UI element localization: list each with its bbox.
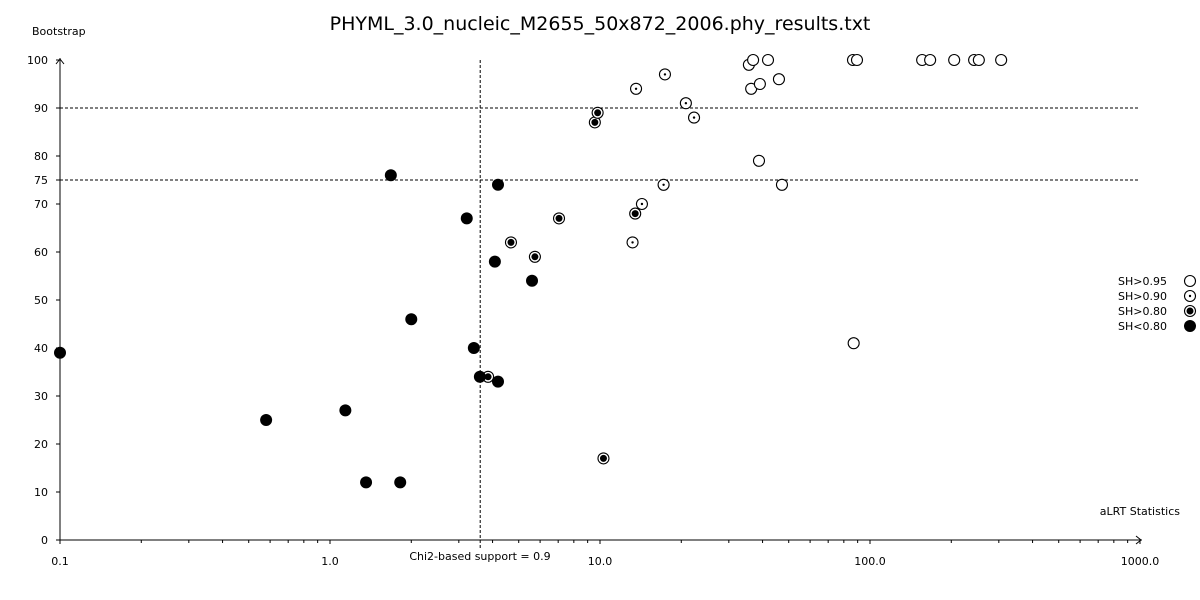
legend-marker-ringed-center: [1186, 307, 1194, 315]
y-tick-label: 40: [34, 342, 48, 355]
y-tick-label: 80: [34, 150, 48, 163]
data-point-open: [753, 77, 766, 91]
data-point-open: [747, 53, 760, 67]
data-point-ringed-center: [531, 253, 539, 261]
data-point-open: [847, 337, 860, 350]
data-point-filled: [473, 370, 486, 383]
legend: SH>0.95 SH>0.90 SH>0.80 SH<0.80: [1118, 274, 1197, 333]
data-point-open: [752, 154, 766, 167]
y-axis-label: Bootstrap: [32, 25, 86, 38]
x-tick-label: 10.0: [588, 555, 613, 568]
y-tick-label: 30: [34, 390, 48, 403]
data-point-filled: [405, 313, 418, 326]
y-tick-label: 50: [34, 294, 48, 307]
data-point-dot-center: [640, 202, 644, 206]
data-points: [54, 53, 1008, 489]
data-point-filled: [394, 476, 407, 489]
data-point-filled: [488, 255, 501, 268]
legend-marker-filled: [1184, 320, 1196, 332]
y-tick-label: 60: [34, 246, 48, 259]
data-point-open: [995, 53, 1008, 67]
axes: 0.1 1.0 10.0 100.0 1000.0 0 10 20 30 40 50 60 70 75 80…: [27, 54, 1159, 568]
x-tick-label: 1.0: [321, 555, 339, 568]
data-point-filled: [360, 476, 373, 489]
data-point-filled: [54, 346, 66, 359]
data-point-dot-center: [684, 102, 688, 105]
data-point-ringed-center: [631, 210, 639, 218]
legend-marker-open: [1183, 274, 1197, 288]
data-point-ringed-center: [484, 373, 492, 381]
y-tick-label: 75: [34, 174, 48, 187]
data-point-open: [850, 53, 864, 67]
y-tick-label: 10: [34, 486, 48, 499]
legend-marker-dot-center: [1188, 294, 1192, 298]
data-point-open: [972, 53, 985, 67]
data-point-open: [948, 53, 961, 67]
y-tick-label: 70: [34, 198, 48, 211]
data-point-filled: [491, 178, 504, 191]
reference-lines: [60, 60, 1140, 548]
data-point-filled: [260, 414, 273, 426]
data-point-ringed-center: [507, 238, 515, 246]
data-point-ringed-center: [591, 118, 599, 126]
data-point-ringed-center: [594, 109, 602, 117]
data-point-dot-center: [692, 116, 696, 119]
legend-label: SH>0.90: [1118, 290, 1167, 303]
data-point-dot-center: [631, 241, 634, 244]
data-point-filled: [467, 342, 480, 354]
y-tick-label: 0: [41, 534, 48, 547]
vertical-reference-label: Chi2-based support = 0.9: [409, 550, 550, 563]
y-tick-label: 20: [34, 438, 48, 451]
y-tick-label: 100: [27, 54, 48, 67]
x-tick-label: 0.1: [51, 555, 69, 568]
legend-label: SH>0.95: [1118, 275, 1167, 288]
data-point-open: [761, 53, 775, 67]
data-point-ringed-center: [599, 454, 607, 462]
data-point-filled: [526, 274, 539, 287]
x-tick-label: 100.0: [854, 555, 886, 568]
legend-label: SH<0.80: [1118, 320, 1167, 333]
legend-label: SH>0.80: [1118, 305, 1167, 318]
data-point-dot-center: [663, 73, 667, 76]
chart-title: PHYML_3.0_nucleic_M2655_50x872_2006.phy_…: [330, 13, 871, 35]
x-axis-label: aLRT Statistics: [1100, 505, 1180, 518]
data-point-dot-center: [662, 183, 665, 186]
x-tick-label: 1000.0: [1121, 555, 1160, 568]
data-point-open: [772, 73, 785, 86]
data-point-filled: [339, 404, 352, 417]
x-axis-arrow: [1135, 535, 1142, 545]
data-point-open: [924, 53, 937, 67]
data-point-filled: [491, 375, 504, 388]
data-point-filled: [460, 212, 473, 225]
data-point-ringed-center: [555, 214, 563, 222]
data-point-filled: [384, 169, 397, 182]
data-point-dot-center: [634, 87, 638, 91]
data-point-open: [775, 178, 789, 191]
y-axis-arrow: [55, 58, 65, 65]
y-tick-label: 90: [34, 102, 48, 115]
